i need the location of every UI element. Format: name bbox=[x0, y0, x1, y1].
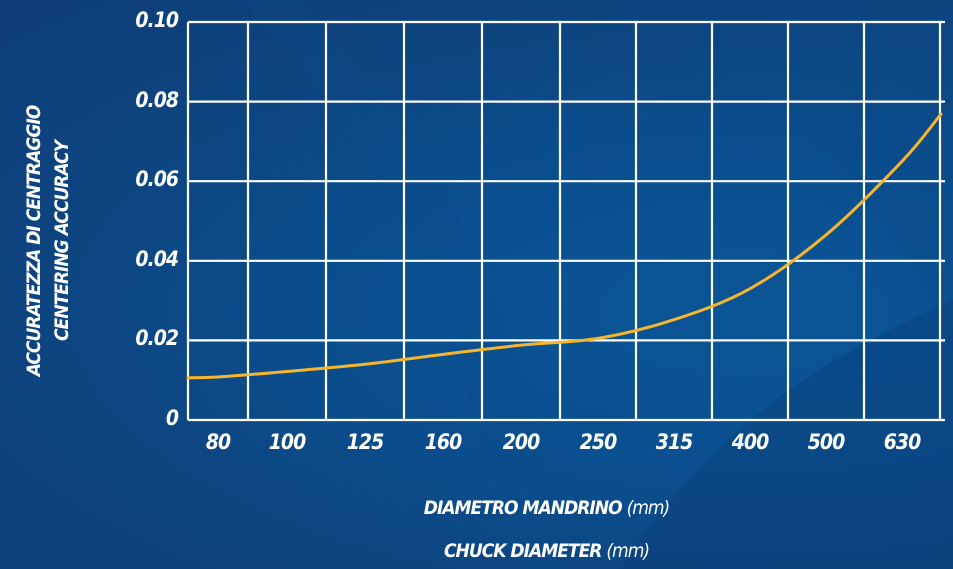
y-tick-label-3: 0.06 bbox=[135, 167, 179, 192]
grid-horizontal bbox=[188, 20, 945, 422]
x-axis-title-line1-text: DIAMETRO MANDRINO bbox=[423, 497, 623, 519]
x-tick-label-5: 250 bbox=[579, 430, 617, 454]
y-tick-labels: 0 0.02 0.04 0.06 0.08 0.10 bbox=[98, 0, 179, 569]
x-tick-label-3: 160 bbox=[424, 430, 462, 454]
x-axis-title-unit: (mm) bbox=[606, 540, 650, 562]
y-tick-label-1: 0.02 bbox=[135, 326, 179, 351]
x-tick-label-8: 500 bbox=[807, 430, 845, 454]
x-tick-label-9: 630 bbox=[883, 430, 921, 454]
x-tick-label-1: 100 bbox=[268, 430, 306, 454]
x-tick-label-0: 80 bbox=[205, 430, 231, 454]
x-tick-label-2: 125 bbox=[346, 430, 384, 454]
x-tick-label-4: 200 bbox=[502, 430, 540, 454]
y-axis-title-line2: CENTERING ACCURACY bbox=[51, 141, 73, 342]
y-tick-label-2: 0.04 bbox=[135, 246, 179, 271]
x-axis-title-line2-text: CHUCK DIAMETER bbox=[443, 540, 602, 562]
y-tick-label-4: 0.08 bbox=[135, 87, 179, 112]
y-axis-title-line1: ACCURATEZZA DI CENTRAGGIO bbox=[23, 105, 45, 377]
x-axis-title-line2: CHUCK DIAMETER (mm) bbox=[0, 540, 953, 562]
y-axis-title: ACCURATEZZA DI CENTRAGGIO CENTERING ACCU… bbox=[20, 41, 76, 441]
x-axis-title-unit: (mm) bbox=[626, 497, 671, 519]
y-tick-label-0: 0 bbox=[165, 406, 179, 430]
series-line bbox=[186, 112, 943, 380]
y-tick-label-5: 0.10 bbox=[135, 8, 179, 32]
x-tick-label-6: 315 bbox=[655, 430, 693, 454]
x-tick-label-7: 400 bbox=[731, 430, 769, 454]
grid-vertical bbox=[186, 22, 942, 420]
x-axis-title-line1: DIAMETRO MANDRINO (mm) bbox=[0, 497, 953, 519]
